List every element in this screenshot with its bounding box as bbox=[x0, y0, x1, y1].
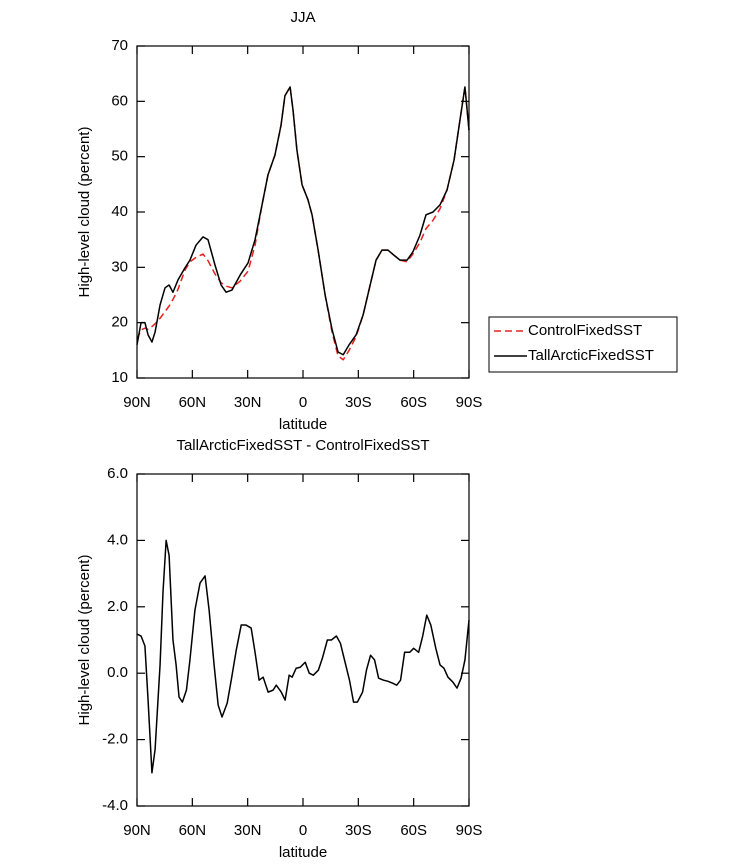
legend-label: TallArcticFixedSST bbox=[528, 347, 654, 364]
y-tick-label: 6.0 bbox=[107, 465, 128, 482]
y-tick-label: 60 bbox=[111, 92, 128, 109]
x-tick-label: 60S bbox=[400, 394, 427, 411]
y-tick-label: 4.0 bbox=[107, 531, 128, 548]
y-tick-label: 50 bbox=[111, 148, 128, 165]
legend-box bbox=[488, 316, 678, 373]
y-tick-label: 30 bbox=[111, 258, 128, 275]
y-axis-label: High-level cloud (percent) bbox=[76, 127, 93, 298]
x-tick-label: 0 bbox=[299, 394, 307, 411]
line-series bbox=[136, 86, 470, 361]
y-tick-label: -2.0 bbox=[102, 731, 128, 748]
plot-frame bbox=[136, 45, 470, 379]
x-axis-label: latitude bbox=[279, 416, 327, 433]
y-tick-label: 40 bbox=[111, 203, 128, 220]
x-tick-label: 30N bbox=[234, 394, 262, 411]
x-tick-label: 90S bbox=[456, 822, 483, 839]
y-tick-label: -4.0 bbox=[102, 797, 128, 814]
line-series bbox=[136, 86, 470, 356]
x-tick-label: 30N bbox=[234, 822, 262, 839]
y-tick-label: 2.0 bbox=[107, 598, 128, 615]
y-tick-label: 0.0 bbox=[107, 664, 128, 681]
x-axis-label: latitude bbox=[279, 844, 327, 861]
x-tick-label: 90N bbox=[123, 394, 151, 411]
x-tick-label: 30S bbox=[345, 822, 372, 839]
x-tick-label: 60N bbox=[179, 822, 207, 839]
legend-label: ControlFixedSST bbox=[528, 322, 642, 339]
y-axis-label: High-level cloud (percent) bbox=[76, 555, 93, 726]
plot-frame bbox=[136, 473, 470, 807]
chart-title: JJA bbox=[290, 9, 315, 26]
x-tick-label: 30S bbox=[345, 394, 372, 411]
x-tick-label: 90N bbox=[123, 822, 151, 839]
y-tick-label: 20 bbox=[111, 314, 128, 331]
x-tick-label: 60S bbox=[400, 822, 427, 839]
y-tick-label: 10 bbox=[111, 369, 128, 386]
x-tick-label: 0 bbox=[299, 822, 307, 839]
chart-title: TallArcticFixedSST - ControlFixedSST bbox=[176, 437, 429, 454]
line-series bbox=[136, 539, 470, 774]
x-tick-label: 60N bbox=[179, 394, 207, 411]
x-tick-label: 90S bbox=[456, 394, 483, 411]
y-tick-label: 70 bbox=[111, 37, 128, 54]
